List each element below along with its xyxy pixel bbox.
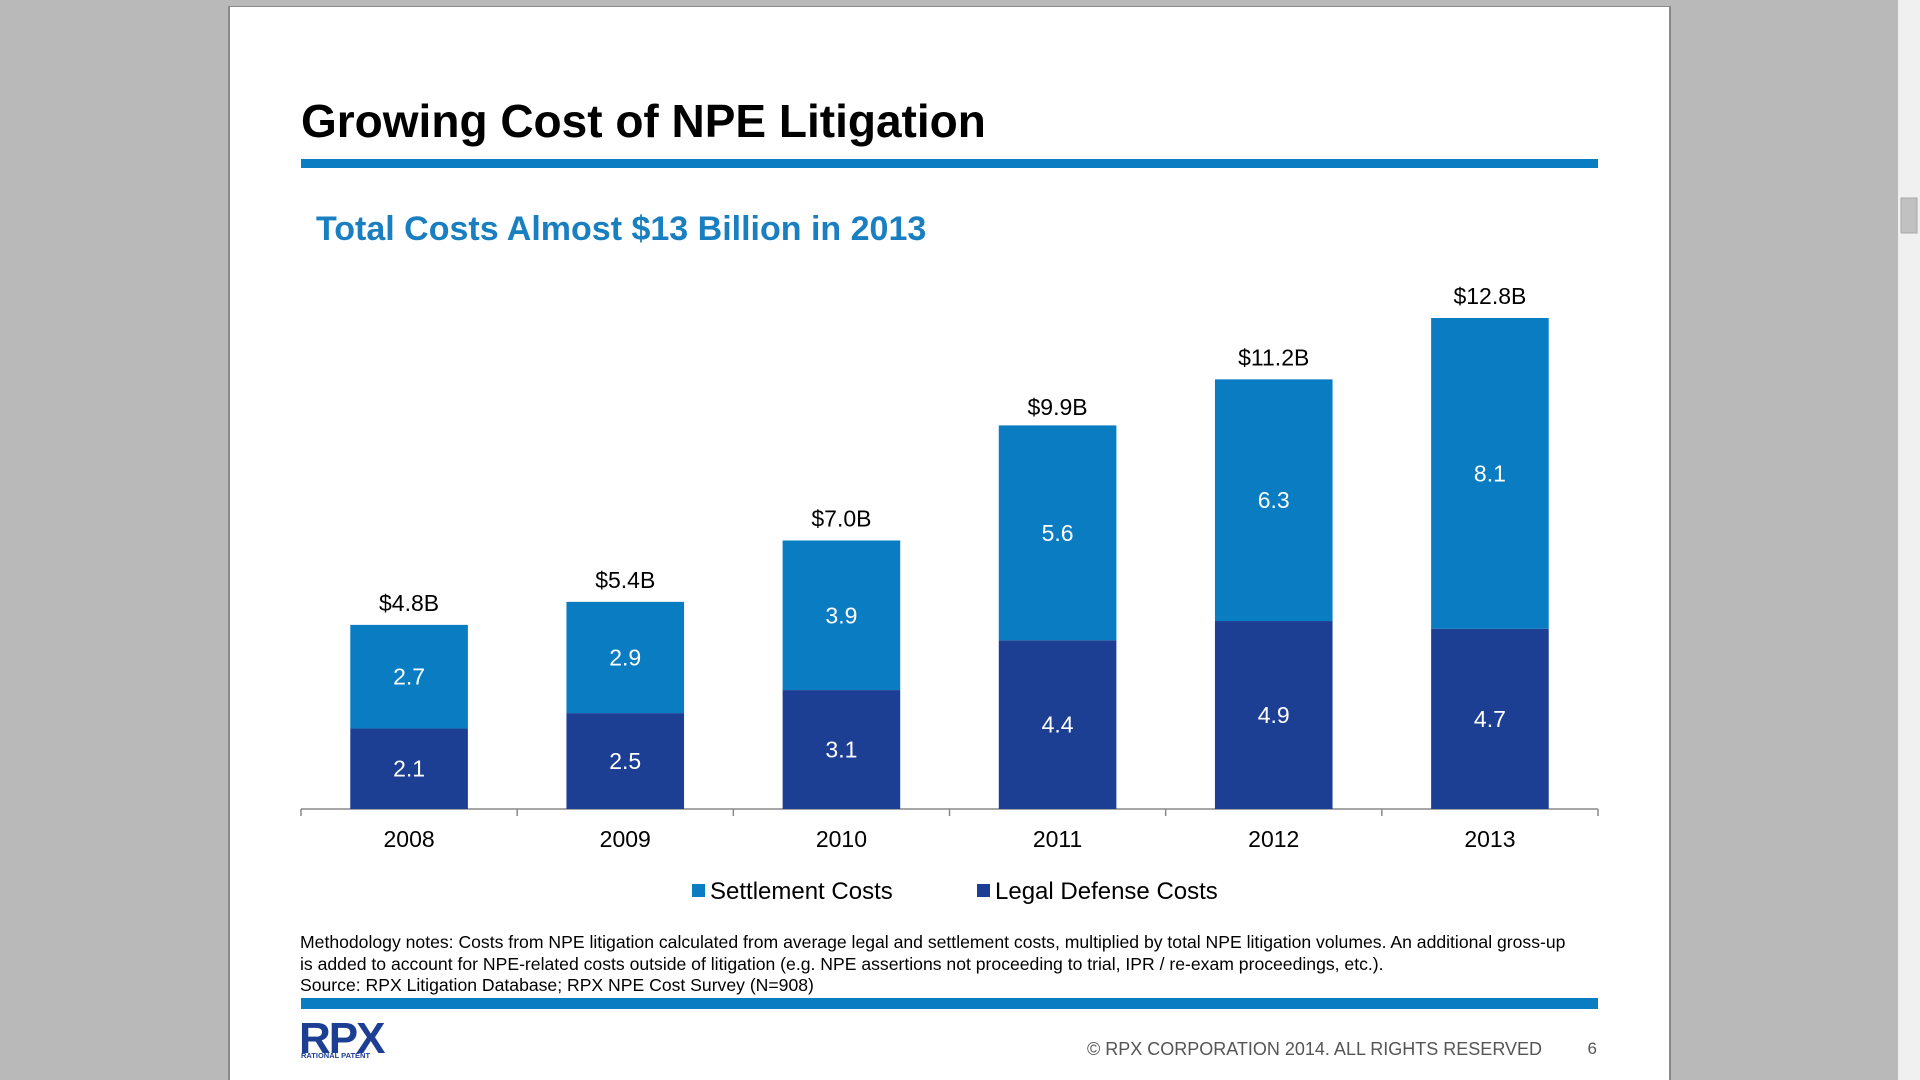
- segment-label: 4.9: [1258, 702, 1290, 728]
- scrollbar-thumb[interactable]: [1900, 197, 1918, 234]
- bar-segment: [566, 713, 685, 809]
- slide-title: Growing Cost of NPE Litigation: [301, 95, 986, 147]
- segment-label: 2.9: [609, 644, 641, 670]
- source-note: Source: RPX Litigation Database; RPX NPE…: [300, 975, 814, 995]
- x-tick-label: 2008: [383, 826, 434, 852]
- x-tick-label: 2011: [1033, 826, 1082, 852]
- bar-segment: [1214, 621, 1333, 809]
- bar-segment: [350, 728, 468, 809]
- total-label: $9.9B: [1028, 394, 1088, 420]
- chart-subtitle: Total Costs Almost $13 Billion in 2013: [316, 210, 926, 248]
- logo-tagline: RATIONAL PATENT: [301, 1051, 370, 1060]
- segment-label: 8.1: [1474, 460, 1506, 486]
- x-tick-label: 2012: [1248, 826, 1299, 852]
- legend-swatch: [692, 884, 705, 897]
- total-label: $4.8B: [379, 590, 439, 616]
- bar-segment: [1214, 379, 1333, 622]
- scrollbar-track[interactable]: [1898, 0, 1920, 1080]
- bar-segment: [782, 540, 901, 691]
- bar-segment: [1431, 318, 1549, 629]
- notes-line: Methodology notes: Costs from NPE litiga…: [300, 932, 1566, 952]
- segment-label: 4.4: [1042, 712, 1074, 738]
- total-label: $12.8B: [1453, 283, 1526, 309]
- legend-label: Legal Defense Costs: [995, 878, 1218, 905]
- bar-segment: [998, 640, 1117, 809]
- bar-segment: [782, 690, 901, 809]
- segment-label: 2.1: [393, 756, 425, 782]
- bar-segment: [350, 624, 468, 729]
- page-number: 6: [1588, 1039, 1597, 1058]
- segment-label: 4.7: [1474, 706, 1506, 732]
- copyright: © RPX CORPORATION 2014. ALL RIGHTS RESER…: [1087, 1039, 1542, 1059]
- segment-label: 2.7: [393, 664, 425, 690]
- bar-segment: [1431, 628, 1549, 809]
- total-label: $11.2B: [1238, 344, 1309, 370]
- x-tick-label: 2010: [816, 826, 867, 852]
- segment-label: 5.6: [1042, 520, 1074, 546]
- title-rule: [301, 159, 1598, 168]
- slide: [230, 7, 1669, 1080]
- segment-label: 6.3: [1258, 487, 1290, 513]
- notes-line: is added to account for NPE-related cost…: [300, 954, 1384, 974]
- segment-label: 3.1: [825, 737, 857, 763]
- x-tick-label: 2013: [1464, 826, 1515, 852]
- total-label: $7.0B: [811, 505, 871, 531]
- bar-segment: [998, 425, 1117, 641]
- x-tick-label: 2009: [600, 826, 651, 852]
- legend-label: Settlement Costs: [710, 878, 893, 905]
- footer-rule: [301, 998, 1598, 1009]
- bar-segment: [566, 601, 685, 714]
- total-label: $5.4B: [595, 567, 655, 593]
- logo: RPX: [299, 1014, 385, 1063]
- legend-swatch: [977, 884, 990, 897]
- segment-label: 3.9: [825, 602, 857, 628]
- segment-label: 2.5: [609, 748, 641, 774]
